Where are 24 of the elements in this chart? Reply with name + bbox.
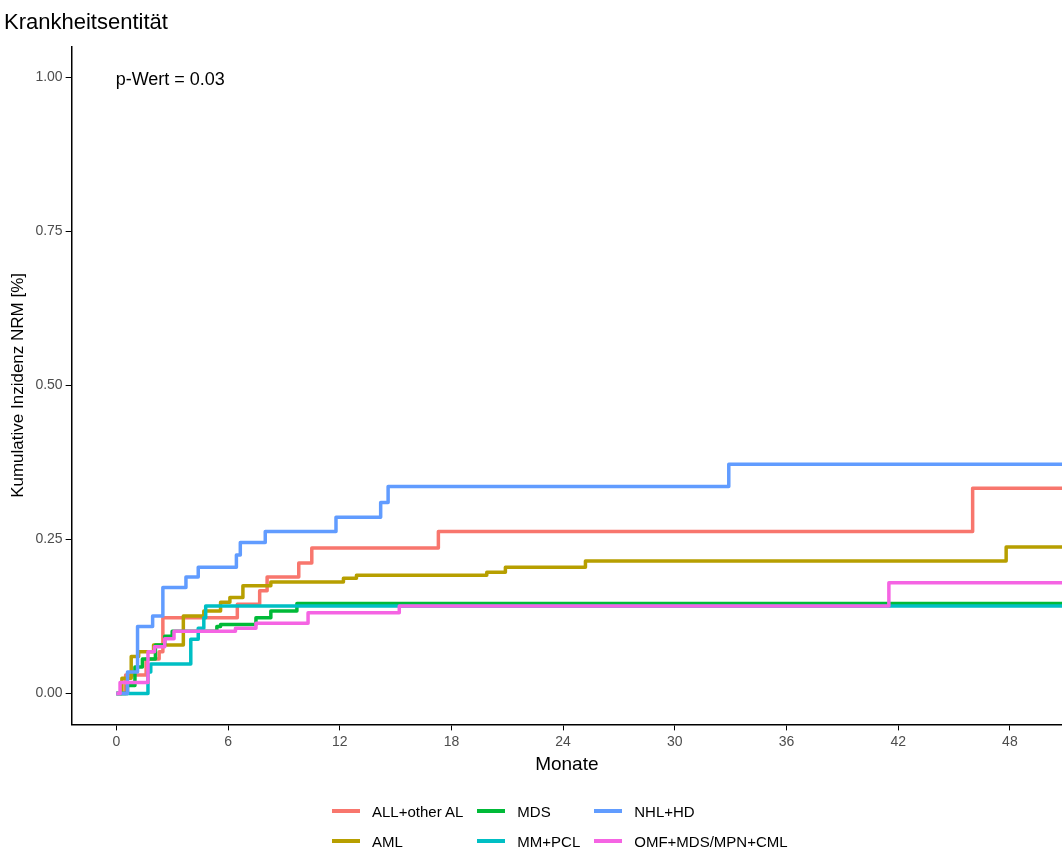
legend-label: MDS xyxy=(517,802,551,820)
legend-label: OMF+MDS/MPN+CML xyxy=(634,832,788,850)
chart-title: Krankheitsentität xyxy=(4,9,168,35)
legend-label: MM+PCL xyxy=(517,832,581,850)
legend-label: AML xyxy=(372,832,403,850)
x-tick-label: 6 xyxy=(224,732,233,749)
x-axis-title: Monate xyxy=(535,752,599,774)
y-tick-label: 0.25 xyxy=(35,530,63,547)
y-tick-label: 0.50 xyxy=(35,376,63,393)
y-tick-label: 0.75 xyxy=(35,222,63,239)
x-tick-label: 42 xyxy=(890,732,907,749)
annotation: p-Wert = 0.03 xyxy=(115,69,225,90)
legend-label: ALL+other AL xyxy=(372,802,464,820)
x-tick-label: 24 xyxy=(555,732,572,749)
x-tick-label: 30 xyxy=(667,732,683,749)
x-tick-label: 18 xyxy=(443,732,460,749)
y-axis-title: Kumulative Inzidenz NRM [%] xyxy=(7,272,27,498)
y-tick-label: 1.00 xyxy=(35,68,63,85)
x-tick-label: 36 xyxy=(778,732,795,749)
x-tick-label: 48 xyxy=(1002,732,1018,749)
x-tick-label: 12 xyxy=(331,732,348,749)
x-tick-label: 0 xyxy=(112,732,121,749)
y-tick-label: 0.00 xyxy=(35,684,63,701)
legend-label: NHL+HD xyxy=(634,802,695,820)
